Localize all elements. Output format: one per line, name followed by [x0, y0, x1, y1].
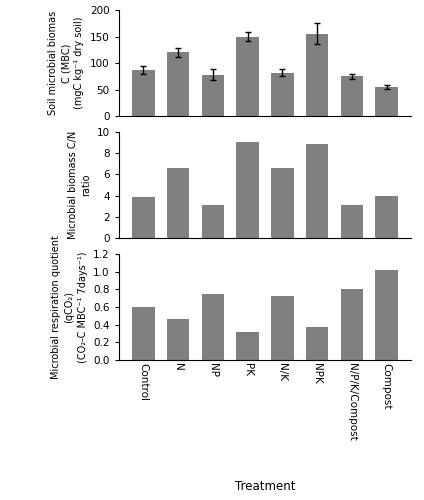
Bar — [167, 320, 190, 360]
Bar — [167, 52, 190, 116]
Bar — [201, 294, 224, 360]
Bar — [271, 296, 294, 360]
Bar — [375, 270, 398, 360]
Bar — [201, 205, 224, 238]
Bar — [271, 168, 294, 238]
Bar — [236, 36, 259, 116]
Bar — [167, 168, 190, 238]
Bar — [340, 76, 363, 116]
Bar — [340, 290, 363, 360]
Y-axis label: Soil microbial biomas
C (MBC)
(mgC kg⁻¹ dry soil): Soil microbial biomas C (MBC) (mgC kg⁻¹ … — [48, 11, 84, 115]
Bar — [271, 72, 294, 116]
Bar — [375, 196, 398, 238]
Bar — [306, 34, 329, 116]
Y-axis label: Microbial respiration quotient
(qCO₂)
(CO₂-C MBC⁻¹ 7days⁻¹): Microbial respiration quotient (qCO₂) (C… — [51, 235, 87, 379]
Bar — [306, 328, 329, 360]
Bar — [306, 144, 329, 238]
Bar — [340, 205, 363, 238]
Bar — [236, 142, 259, 238]
Bar — [201, 74, 224, 116]
Bar — [375, 87, 398, 116]
Y-axis label: Microbial biomass C/N
ratio: Microbial biomass C/N ratio — [68, 131, 91, 239]
Text: Treatment: Treatment — [235, 480, 295, 493]
Bar — [132, 196, 155, 238]
Bar — [236, 332, 259, 360]
Bar — [132, 307, 155, 360]
Bar — [132, 70, 155, 116]
